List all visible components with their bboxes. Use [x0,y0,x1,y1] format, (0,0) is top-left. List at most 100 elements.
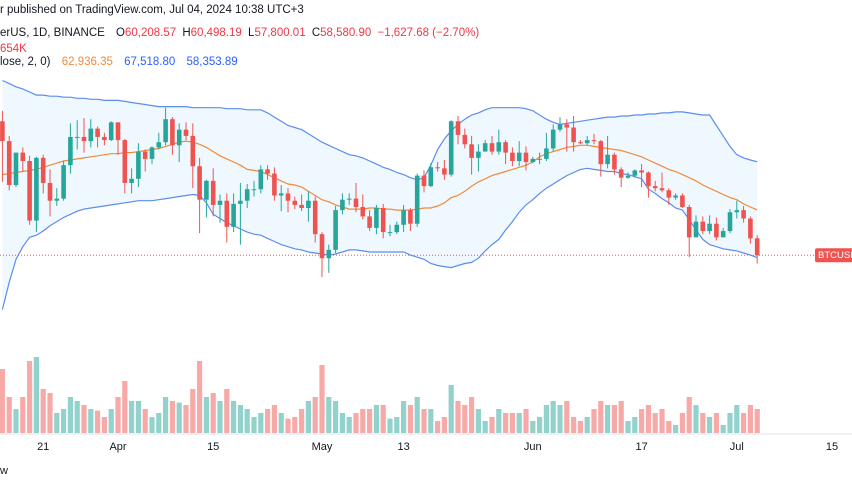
volume-bar [373,405,379,433]
candle-body [516,152,522,161]
volume-bar [455,401,461,433]
volume-bar [81,405,87,433]
candle-body [530,158,536,163]
candle-body [95,128,100,137]
volume-bar [679,413,685,433]
x-tick-label: 17 [635,441,647,453]
volume-bar [271,405,277,433]
volume-bar [509,413,515,433]
indicator-line: lose, 2, 0) 62,936.35 67,518.80 58,353.8… [0,56,241,68]
candle-body [129,178,134,183]
volume-bar [489,417,495,433]
candle-body [340,199,345,211]
indicator-upper: 67,518.80 [124,56,176,68]
volume-bar [516,413,522,433]
candle-body [265,169,270,174]
band-upper [2,79,758,181]
volume-bar [244,409,250,433]
candle-body [537,158,542,160]
volume-bar [387,418,393,433]
volume-bar [20,397,26,433]
volume-bar [176,402,182,433]
volume-bar [54,413,60,433]
volume-bar [27,361,33,433]
candle-body [61,165,66,199]
candle-body [108,122,114,141]
candle-body [13,152,19,186]
band-lower [1,167,758,310]
indicator-lower: 58,353.89 [186,56,238,68]
candle-body [632,170,638,176]
volume-bar [652,413,658,433]
x-tick-label: 13 [397,441,409,453]
candle-body [258,169,264,190]
volume-bar [231,401,237,433]
candle-body [727,212,733,232]
volume-bar [278,413,284,433]
publish-line: r published on TradingView.com, Jul 04, … [0,4,307,16]
candle-body [74,136,80,138]
candle-body [564,124,570,128]
volume-bar [591,409,597,433]
volume-bar [163,397,169,433]
change: −1,627.68 (−2.70%) [377,27,480,39]
volume-bar [135,401,141,433]
publish-text: r published on TradingView.com, Jul 04, … [0,4,304,16]
volume-bar [237,405,243,433]
candle-body [652,186,658,189]
ohlc-key: H [182,27,191,39]
candle-body [81,136,87,142]
candle-body [455,121,461,135]
candle-body [408,210,413,224]
candle-body [591,140,597,142]
candle-body [176,129,182,146]
candle-body [734,210,740,213]
candle-body [238,200,243,204]
volume-bar [339,413,345,433]
candle-body [639,170,644,173]
candle-body [523,152,529,163]
candle-body [115,122,121,141]
volume-bar [537,417,543,433]
volume-bar [713,413,719,433]
candle-body [353,198,359,207]
candle-body [68,136,73,166]
volume-bar [0,369,5,433]
ohlc-value: 60,208.57 [124,27,177,39]
volume-bar [122,381,128,433]
volume-bar [414,397,420,433]
ohlc-key: L [248,27,255,39]
volume-bar [142,409,148,433]
volume-bar [448,385,454,433]
volume-bar [326,397,332,433]
candle-body [285,193,291,201]
candle-body [374,208,379,228]
volume-bar [312,397,318,433]
volume-bar [360,409,366,433]
volume-bar [421,409,427,433]
candle-body [217,200,223,205]
candle-body [367,216,372,228]
volume-bar [645,405,651,433]
candle-body [34,157,39,221]
volume-bar [285,418,291,433]
x-tick-label: 21 [37,441,49,453]
volume-bar [203,397,209,433]
volume-bar [346,417,352,433]
ohlc-value: 58,580.90 [320,27,372,39]
volume-bar [156,413,162,433]
candle-body [476,151,481,158]
candle-body [503,142,508,153]
volume-bar [435,421,441,433]
candle-body [346,198,352,200]
symbol: erUS, 1D, BINANCE [0,27,105,39]
volume-bar [401,401,407,433]
volume-bar [557,405,563,433]
candle-body [204,180,209,200]
candle-body [714,223,719,238]
volume-bar [251,417,257,433]
candle-body [428,167,434,187]
candle-body [122,140,128,183]
candle-body [659,188,665,191]
candle-body [170,119,175,146]
